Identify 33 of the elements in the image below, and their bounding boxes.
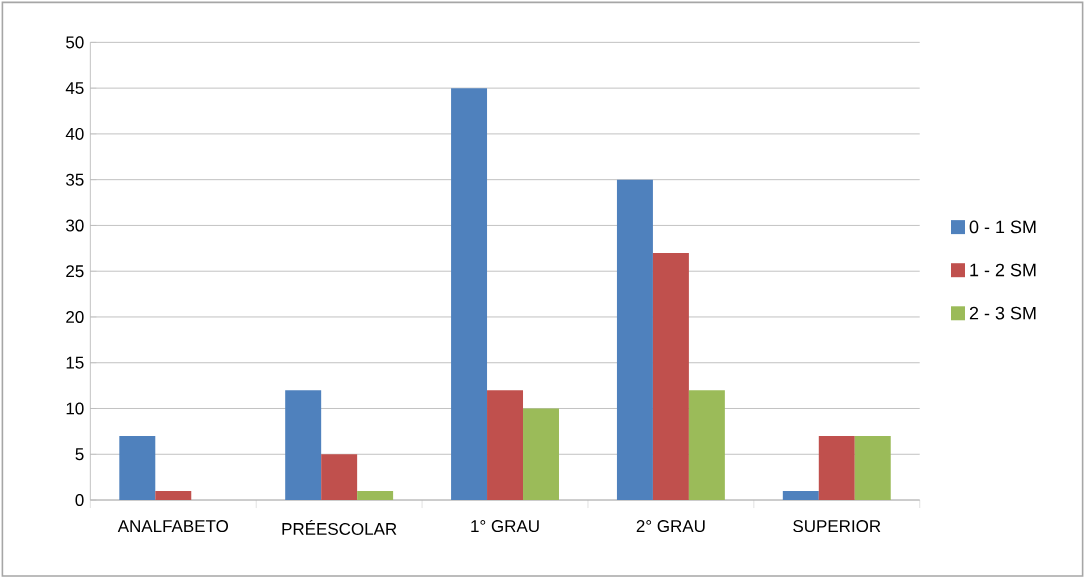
bar	[616, 179, 653, 500]
bar	[285, 390, 322, 500]
bar	[155, 490, 192, 500]
x-tick-label: SUPERIOR	[793, 519, 881, 532]
bar	[357, 490, 394, 500]
y-tick-label: 0	[75, 493, 84, 506]
legend-label: 2 - 3 SM	[969, 306, 1036, 320]
bar	[688, 390, 725, 500]
bar	[854, 435, 891, 500]
legend-label: 0 - 1 SM	[969, 220, 1036, 234]
y-tick-label: 25	[66, 265, 84, 278]
bar	[523, 408, 559, 500]
bar	[487, 390, 524, 500]
bar	[818, 435, 855, 500]
bar	[119, 435, 156, 500]
y-tick-label: 20	[66, 310, 84, 323]
x-tick-label: 2° GRAU	[636, 519, 705, 532]
y-tick-label: 45	[65, 82, 84, 94]
x-tick-label: PRÉESCOLAR	[282, 519, 397, 535]
x-tick-label: ANALFABETO	[117, 519, 229, 532]
bar	[782, 490, 819, 500]
bar	[451, 87, 488, 500]
bar	[652, 252, 689, 500]
x-tick-label: 1° GRAU	[471, 519, 539, 532]
y-tick-label: 50	[66, 36, 84, 49]
y-tick-label: 10	[66, 402, 84, 415]
y-tick-label: 35	[66, 173, 84, 186]
legend-label: 1 - 2 SM	[970, 263, 1036, 277]
y-tick-label: 5	[75, 448, 84, 460]
bar	[321, 454, 358, 500]
y-tick-label: 40	[65, 127, 84, 140]
y-tick-label: 30	[66, 219, 84, 232]
y-tick-label: 15	[66, 356, 84, 369]
